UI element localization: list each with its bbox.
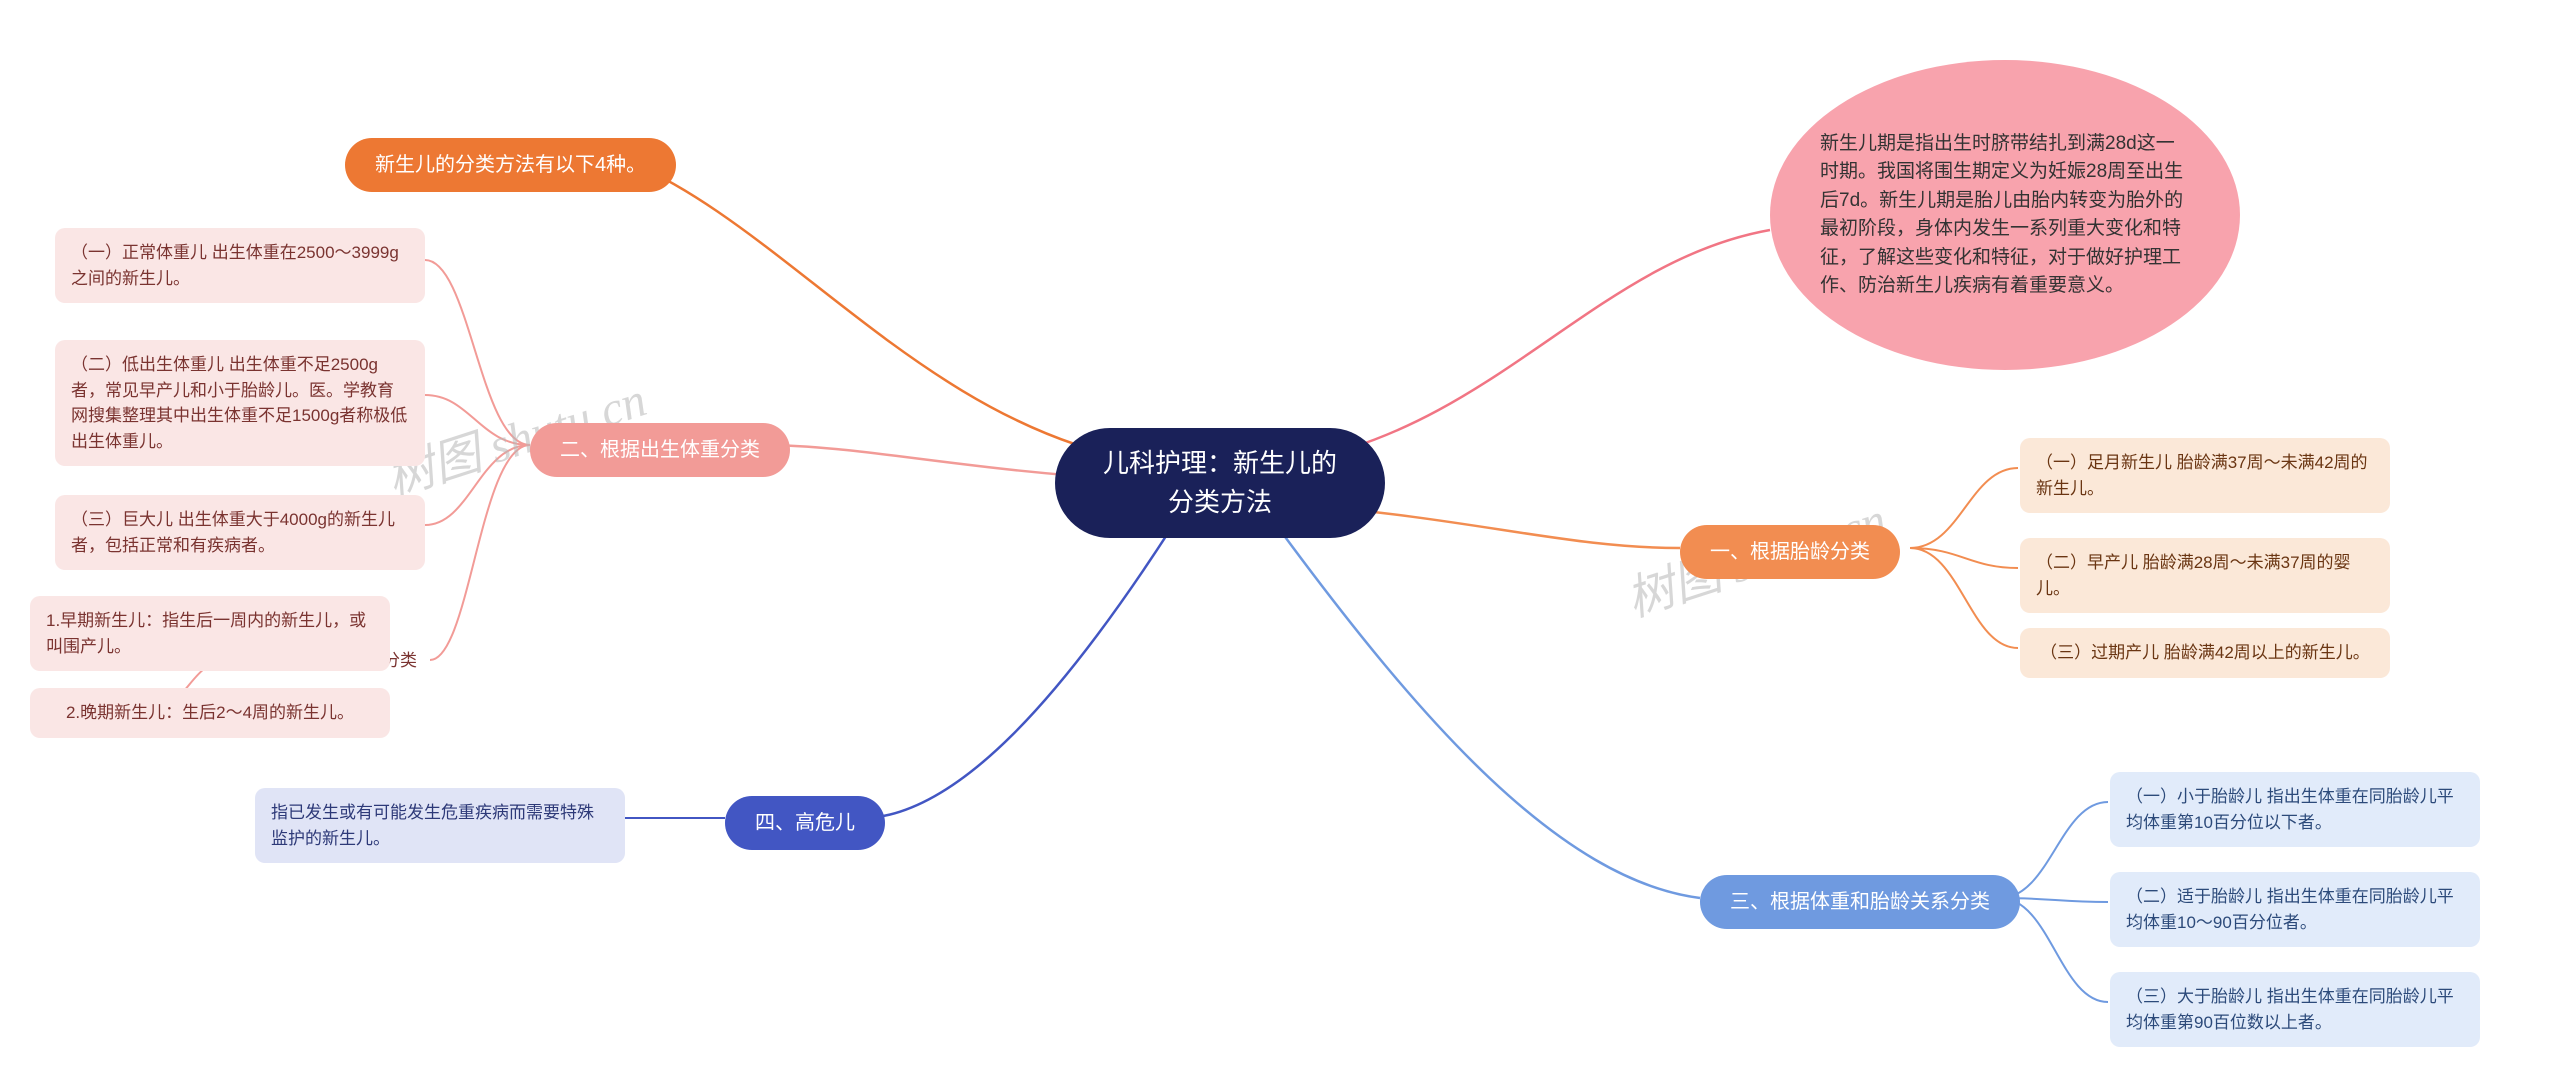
class2-sub-1[interactable]: 1.早期新生儿：指生后一周内的新生儿，或叫围产儿。 <box>30 596 390 671</box>
class3-pill[interactable]: 三、根据体重和胎龄关系分类 <box>1700 875 2020 929</box>
class2-sub-1-text: 1.早期新生儿：指生后一周内的新生儿，或叫围产儿。 <box>46 608 374 659</box>
class1-pill[interactable]: 一、根据胎龄分类 <box>1680 525 1900 579</box>
center-label: 儿科护理：新生儿的分类方法 <box>1093 444 1347 522</box>
class2-leaf-3[interactable]: （三）巨大儿 出生体重大于4000g的新生儿者，包括正常和有疾病者。 <box>55 495 425 570</box>
class1-leaf-1[interactable]: （一）足月新生儿 胎龄满37周～未满42周的新生儿。 <box>2020 438 2390 513</box>
class1-leaf-2[interactable]: （二）早产儿 胎龄满28周～未满37周的婴儿。 <box>2020 538 2390 613</box>
class4-leaf-text: 指已发生或有可能发生危重疾病而需要特殊监护的新生儿。 <box>271 800 609 851</box>
class4-label: 四、高危儿 <box>755 808 855 838</box>
class2-pill[interactable]: 二、根据出生体重分类 <box>530 423 790 477</box>
center-node[interactable]: 儿科护理：新生儿的分类方法 <box>1055 428 1385 538</box>
class1-leaf-3-text: （三）过期产儿 胎龄满42周以上的新生儿。 <box>2040 640 2370 666</box>
class3-leaf-3[interactable]: （三）大于胎龄儿 指出生体重在同胎龄儿平均体重第90百位数以上者。 <box>2110 972 2480 1047</box>
class4-leaf[interactable]: 指已发生或有可能发生危重疾病而需要特殊监护的新生儿。 <box>255 788 625 863</box>
class3-leaf-1[interactable]: （一）小于胎龄儿 指出生体重在同胎龄儿平均体重第10百分位以下者。 <box>2110 772 2480 847</box>
class2-leaf-3-text: （三）巨大儿 出生体重大于4000g的新生儿者，包括正常和有疾病者。 <box>71 507 409 558</box>
class2-leaf-2[interactable]: （二）低出生体重儿 出生体重不足2500g者，常见早产儿和小于胎龄儿。医。学教育… <box>55 340 425 466</box>
class2-leaf-1-text: （一）正常体重儿 出生体重在2500～3999g之间的新生儿。 <box>71 240 409 291</box>
methods-intro-label: 新生儿的分类方法有以下4种。 <box>375 150 646 180</box>
class2-label: 二、根据出生体重分类 <box>560 435 760 465</box>
class2-leaf-2-text: （二）低出生体重儿 出生体重不足2500g者，常见早产儿和小于胎龄儿。医。学教育… <box>71 352 409 454</box>
class3-leaf-2[interactable]: （二）适于胎龄儿 指出生体重在同胎龄儿平均体重10～90百分位者。 <box>2110 872 2480 947</box>
class3-leaf-1-text: （一）小于胎龄儿 指出生体重在同胎龄儿平均体重第10百分位以下者。 <box>2126 784 2464 835</box>
class1-label: 一、根据胎龄分类 <box>1710 537 1870 567</box>
class2-sub-2-text: 2.晚期新生儿：生后2～4周的新生儿。 <box>66 700 354 726</box>
methods-intro-pill[interactable]: 新生儿的分类方法有以下4种。 <box>345 138 676 192</box>
intro-text: 新生儿期是指出生时脐带结扎到满28d这一时期。我国将围生期定义为妊娠28周至出生… <box>1820 130 2190 301</box>
class2-sub-2[interactable]: 2.晚期新生儿：生后2～4周的新生儿。 <box>30 688 390 738</box>
class3-leaf-2-text: （二）适于胎龄儿 指出生体重在同胎龄儿平均体重10～90百分位者。 <box>2126 884 2464 935</box>
class4-pill[interactable]: 四、高危儿 <box>725 796 885 850</box>
class1-leaf-3[interactable]: （三）过期产儿 胎龄满42周以上的新生儿。 <box>2020 628 2390 678</box>
class3-leaf-3-text: （三）大于胎龄儿 指出生体重在同胎龄儿平均体重第90百位数以上者。 <box>2126 984 2464 1035</box>
class2-leaf-1[interactable]: （一）正常体重儿 出生体重在2500～3999g之间的新生儿。 <box>55 228 425 303</box>
class1-leaf-2-text: （二）早产儿 胎龄满28周～未满37周的婴儿。 <box>2036 550 2374 601</box>
class1-leaf-1-text: （一）足月新生儿 胎龄满37周～未满42周的新生儿。 <box>2036 450 2374 501</box>
class3-label: 三、根据体重和胎龄关系分类 <box>1730 887 1990 917</box>
intro-bubble[interactable]: 新生儿期是指出生时脐带结扎到满28d这一时期。我国将围生期定义为妊娠28周至出生… <box>1770 60 2240 370</box>
